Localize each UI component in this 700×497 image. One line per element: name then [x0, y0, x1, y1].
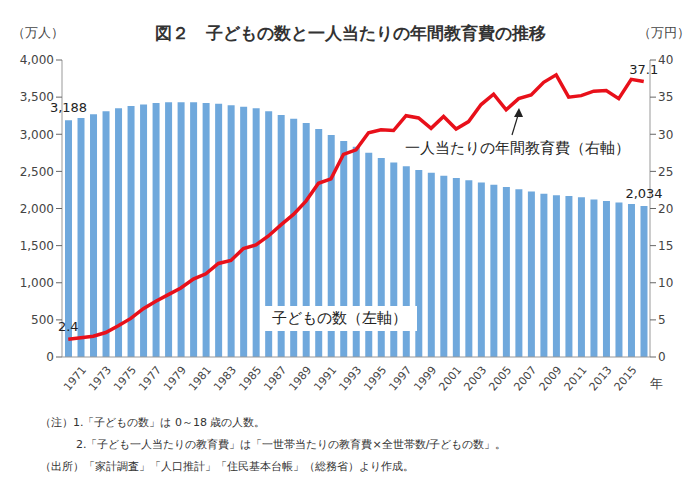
html-text:年: 年 — [650, 376, 663, 391]
svg-text:500: 500 — [31, 313, 54, 327]
svg-text:1979: 1979 — [161, 364, 189, 394]
svg-text:1983: 1983 — [211, 364, 239, 394]
svg-text:1,500: 1,500 — [20, 239, 54, 253]
svg-text:2001: 2001 — [436, 364, 464, 394]
svg-text:1989: 1989 — [286, 364, 314, 394]
svg-text:35: 35 — [658, 90, 673, 104]
svg-text:40: 40 — [658, 53, 673, 67]
html-text:（出所）「家計調査」「人口推計」「住民基本台帳」（総務省）よ: （出所）「家計調査」「人口推計」「住民基本台帳」（総務省）より作成。 — [40, 460, 414, 473]
svg-text:2013: 2013 — [587, 364, 615, 394]
svg-text:5: 5 — [658, 313, 666, 327]
svg-text:1999: 1999 — [411, 364, 439, 394]
svg-text:0: 0 — [658, 350, 666, 364]
svg-text:2005: 2005 — [486, 364, 514, 394]
svg-text:15: 15 — [658, 239, 673, 253]
html-text:（注）1.「子どもの数」は 0～18 歳の人数。: （注）1.「子どもの数」は 0～18 歳の人数。 — [40, 416, 266, 429]
svg-text:1973: 1973 — [86, 364, 114, 394]
html-text:（万人）: （万人） — [12, 25, 64, 40]
svg-text:1991: 1991 — [311, 364, 339, 394]
svg-text:1987: 1987 — [261, 364, 289, 394]
svg-text:4,000: 4,000 — [20, 53, 54, 67]
svg-text:1981: 1981 — [186, 364, 214, 394]
svg-text:1977: 1977 — [136, 364, 164, 394]
svg-text:2,034: 2,034 — [625, 186, 662, 201]
svg-text:0: 0 — [46, 350, 54, 364]
svg-text:1997: 1997 — [386, 364, 414, 394]
html-text:図２ 子どもの数と一人当たりの年間教育費の推移: 図２ 子どもの数と一人当たりの年間教育費の推移 — [154, 23, 546, 43]
html-text:2.「子ども一人当たりの教育費」は「一世帯当たりの教育費×全: 2.「子ども一人当たりの教育費」は「一世帯当たりの教育費×全世帯数/子どもの数」… — [76, 438, 507, 451]
svg-text:37.1: 37.1 — [629, 62, 658, 77]
svg-text:20: 20 — [658, 202, 673, 216]
svg-text:2.4: 2.4 — [58, 319, 79, 334]
svg-text:2,000: 2,000 — [20, 202, 54, 216]
svg-text:1993: 1993 — [336, 364, 364, 394]
svg-text:1995: 1995 — [361, 364, 389, 394]
svg-text:25: 25 — [658, 165, 673, 179]
svg-text:1985: 1985 — [236, 364, 264, 394]
svg-text:3,500: 3,500 — [20, 90, 54, 104]
svg-text:2011: 2011 — [562, 364, 590, 394]
svg-text:1,000: 1,000 — [20, 276, 54, 290]
svg-text:3,188: 3,188 — [50, 100, 87, 115]
svg-text:1971: 1971 — [61, 364, 89, 394]
svg-text:10: 10 — [658, 276, 673, 290]
svg-text:2003: 2003 — [461, 364, 489, 394]
svg-text:2015: 2015 — [612, 364, 640, 394]
html-text:一人当たりの年間教育費（右軸）: 一人当たりの年間教育費（右軸） — [405, 139, 630, 157]
svg-text:30: 30 — [658, 128, 673, 142]
html-text:子どもの数（左軸）: 子どもの数（左軸） — [272, 309, 407, 327]
svg-text:2009: 2009 — [536, 364, 564, 394]
html-text:（万円）: （万円） — [638, 25, 690, 40]
svg-text:1975: 1975 — [111, 364, 139, 394]
svg-text:2,500: 2,500 — [20, 165, 54, 179]
svg-text:2007: 2007 — [511, 364, 539, 394]
svg-text:3,000: 3,000 — [20, 128, 54, 142]
